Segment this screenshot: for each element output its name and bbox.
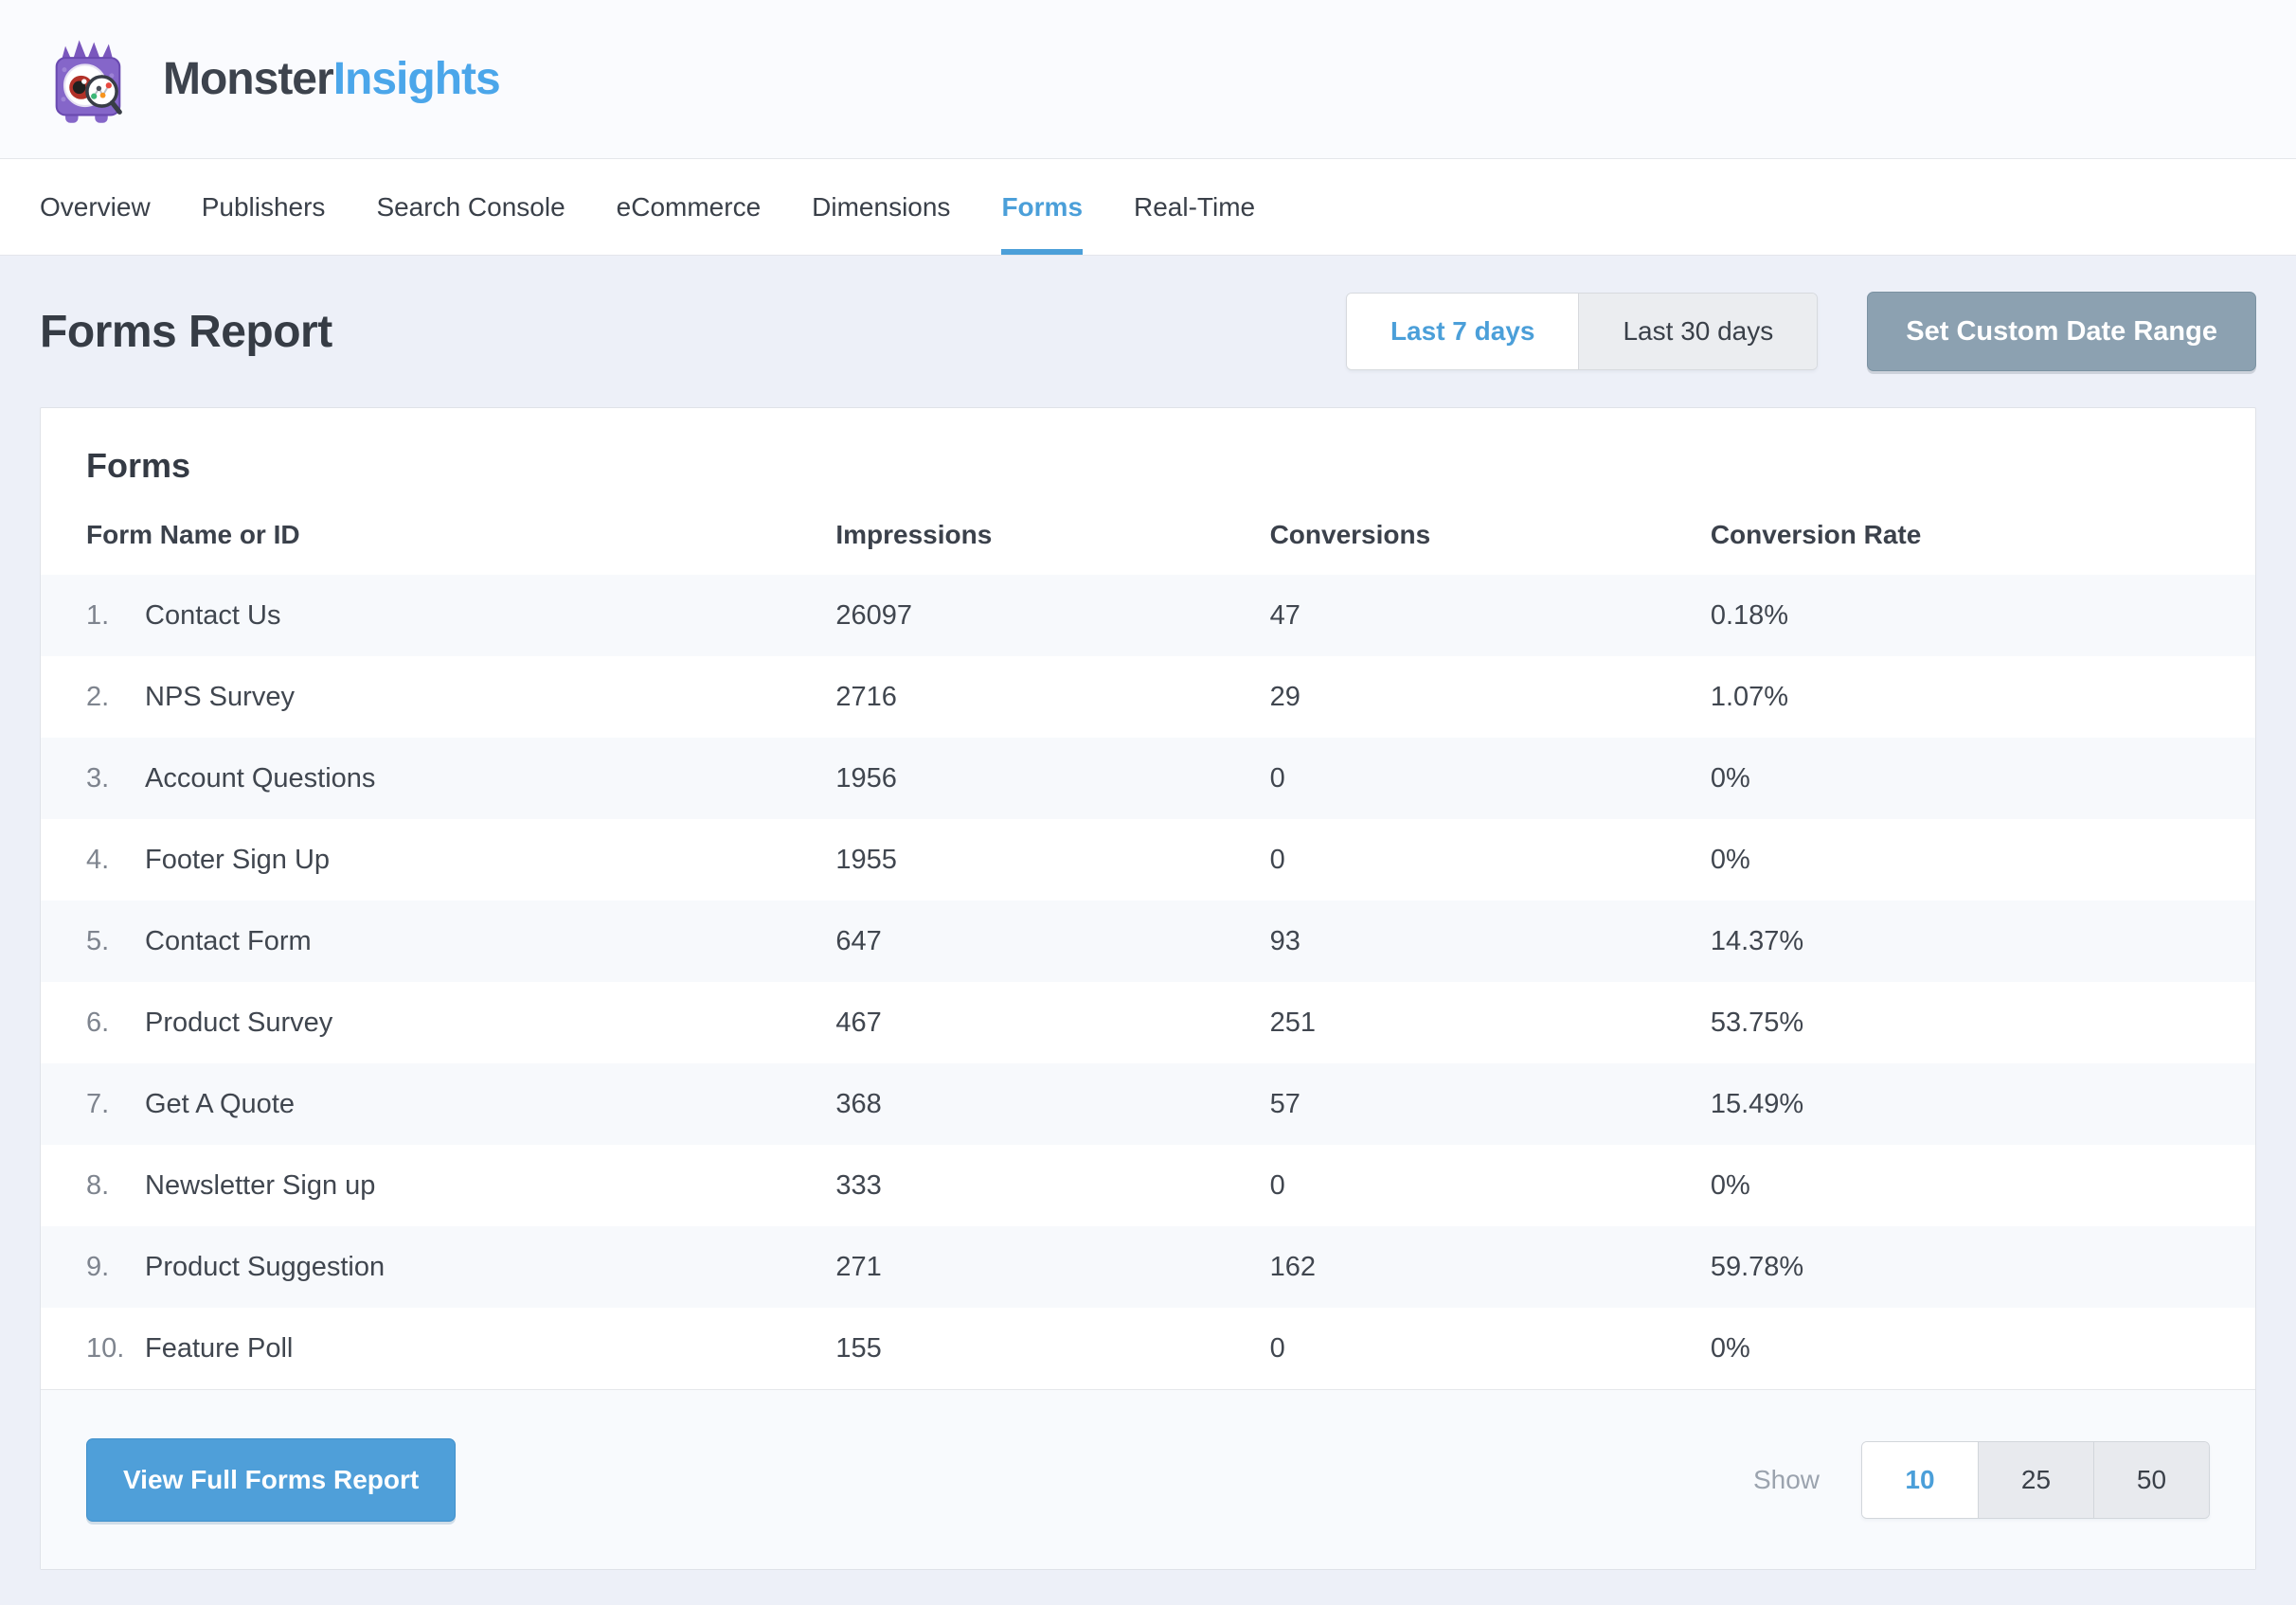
page-size-25-button[interactable]: 25 xyxy=(1978,1441,2093,1518)
conversions-value: 0 xyxy=(1269,738,1711,819)
conversions-value: 47 xyxy=(1269,575,1711,656)
page-size-controls: Show 10 25 50 xyxy=(1752,1440,2210,1519)
form-name: Footer Sign Up xyxy=(145,844,331,875)
table-row: 7. Get A Quote 368 57 15.49% xyxy=(41,1063,2255,1145)
monster-mascot-icon xyxy=(55,39,122,123)
row-rank: 10. xyxy=(86,1332,125,1364)
table-row: 10. Feature Poll 155 0 0% xyxy=(41,1308,2255,1389)
conversion-rate-value: 1.07% xyxy=(1710,681,1789,712)
tab-real-time[interactable]: Real-Time xyxy=(1134,191,1256,222)
monsterinsights-logo: MonsterInsights xyxy=(40,30,501,129)
form-name: Contact Form xyxy=(145,925,312,956)
tab-forms[interactable]: Forms xyxy=(1001,159,1084,255)
row-rank: 6. xyxy=(86,1007,110,1038)
tab-publishers[interactable]: Publishers xyxy=(201,191,326,222)
table-row: 6. Product Survey 467 251 53.75% xyxy=(41,982,2255,1063)
impressions-value: 26097 xyxy=(835,575,1270,656)
impressions-value: 333 xyxy=(835,1169,882,1201)
page-size-50-button[interactable]: 50 xyxy=(2093,1441,2209,1518)
impressions-value: 467 xyxy=(835,1007,882,1038)
conversions-value: 57 xyxy=(1269,1063,1711,1145)
conversion-rate-value: 53.75% xyxy=(1710,1007,1804,1038)
report-nav: Overview Publishers Search Console eComm… xyxy=(0,159,2296,256)
form-name: Product Survey xyxy=(145,1007,333,1038)
row-rank: 1. xyxy=(86,599,110,631)
form-name: Product Suggestion xyxy=(145,1251,386,1282)
table-row: 9. Product Suggestion 271 162 59.78% xyxy=(41,1226,2255,1308)
form-name: NPS Survey xyxy=(145,681,295,712)
impressions-value: 271 xyxy=(835,1226,1270,1308)
forms-table-header-row: Form Name or ID Impressions Conversions … xyxy=(41,495,2255,575)
tab-dimensions[interactable]: Dimensions xyxy=(812,191,951,222)
row-rank: 8. xyxy=(86,1169,110,1201)
app-header: MonsterInsights xyxy=(0,0,2296,159)
forms-table: Form Name or ID Impressions Conversions … xyxy=(41,495,2255,1389)
conversion-rate-value: 59.78% xyxy=(1710,1226,2255,1308)
table-row: 3. Account Questions 1956 0 0% xyxy=(41,738,2255,819)
row-rank: 3. xyxy=(86,762,110,794)
tab-ecommerce[interactable]: eCommerce xyxy=(616,191,762,222)
conversion-rate-value: 14.37% xyxy=(1710,901,2255,982)
conversions-value: 251 xyxy=(1269,1007,1316,1038)
form-name: Newsletter Sign up xyxy=(145,1169,376,1201)
conversion-rate-value: 0.18% xyxy=(1710,575,2255,656)
tab-search-console[interactable]: Search Console xyxy=(376,191,565,222)
page-title: Forms Report xyxy=(40,306,332,357)
column-header-conversion-rate: Conversion Rate xyxy=(1710,495,2255,575)
column-header-conversions: Conversions xyxy=(1269,495,1711,575)
impressions-value: 647 xyxy=(835,901,1270,982)
row-rank: 7. xyxy=(86,1088,110,1119)
forms-card-title: Forms xyxy=(86,446,191,485)
table-row: 8. Newsletter Sign up 333 0 0% xyxy=(41,1145,2255,1226)
row-rank: 9. xyxy=(86,1251,110,1282)
date-range-toggle: Last 7 days Last 30 days xyxy=(1345,293,1819,370)
table-row: 2. NPS Survey 2716 29 1.07% xyxy=(41,656,2255,738)
conversions-value: 0 xyxy=(1269,844,1285,875)
forms-card-footer: View Full Forms Report Show 10 25 50 xyxy=(41,1389,2255,1569)
table-row: 4. Footer Sign Up 1955 0 0% xyxy=(41,819,2255,901)
conversion-rate-value: 0% xyxy=(1710,844,1750,875)
conversion-rate-value: 0% xyxy=(1710,1169,1750,1201)
column-header-form-name: Form Name or ID xyxy=(41,495,836,575)
form-name: Contact Us xyxy=(145,599,281,631)
conversions-value: 29 xyxy=(1269,681,1300,712)
show-label: Show xyxy=(1752,1464,1820,1494)
brand-word-monster: Monster xyxy=(163,54,334,104)
date-range-controls: Last 7 days Last 30 days Set Custom Date… xyxy=(1345,292,2256,371)
impressions-value: 368 xyxy=(835,1063,1270,1145)
form-name: Feature Poll xyxy=(145,1332,294,1364)
table-row: 5. Contact Form 647 93 14.37% xyxy=(41,901,2255,982)
page-size-10-button[interactable]: 10 xyxy=(1862,1441,1978,1518)
brand-wordmark: MonsterInsights xyxy=(163,53,501,105)
row-rank: 2. xyxy=(86,681,110,712)
form-name: Get A Quote xyxy=(145,1088,295,1119)
conversion-rate-value: 0% xyxy=(1710,1332,1750,1364)
date-range-last-7-days-button[interactable]: Last 7 days xyxy=(1346,294,1579,369)
view-full-forms-report-button[interactable]: View Full Forms Report xyxy=(86,1437,457,1522)
date-range-last-30-days-button[interactable]: Last 30 days xyxy=(1578,294,1818,369)
row-rank: 5. xyxy=(86,925,110,956)
form-name: Account Questions xyxy=(145,762,376,794)
impressions-value: 1955 xyxy=(835,844,897,875)
tab-overview[interactable]: Overview xyxy=(40,191,151,222)
conversions-value: 93 xyxy=(1269,901,1711,982)
page-head: Forms Report Last 7 days Last 30 days Se… xyxy=(40,256,2256,407)
column-header-impressions: Impressions xyxy=(835,495,1270,575)
conversions-value: 162 xyxy=(1269,1226,1711,1308)
row-rank: 4. xyxy=(86,844,110,875)
conversions-value: 0 xyxy=(1269,1332,1285,1364)
impressions-value: 1956 xyxy=(835,738,1270,819)
set-custom-date-range-button[interactable]: Set Custom Date Range xyxy=(1867,292,2256,371)
impressions-value: 2716 xyxy=(835,681,897,712)
conversions-value: 0 xyxy=(1269,1169,1285,1201)
page-content: Forms Report Last 7 days Last 30 days Se… xyxy=(0,256,2296,1570)
forms-report-card: Forms Form Name or ID Impressions Conver… xyxy=(40,407,2256,1570)
impressions-value: 155 xyxy=(835,1332,882,1364)
page-size-toggle: 10 25 50 xyxy=(1861,1440,2210,1519)
table-row: 1. Contact Us 26097 47 0.18% xyxy=(41,575,2255,656)
brand-word-insights: Insights xyxy=(332,54,501,104)
conversion-rate-value: 15.49% xyxy=(1710,1063,2255,1145)
conversion-rate-value: 0% xyxy=(1710,738,2255,819)
